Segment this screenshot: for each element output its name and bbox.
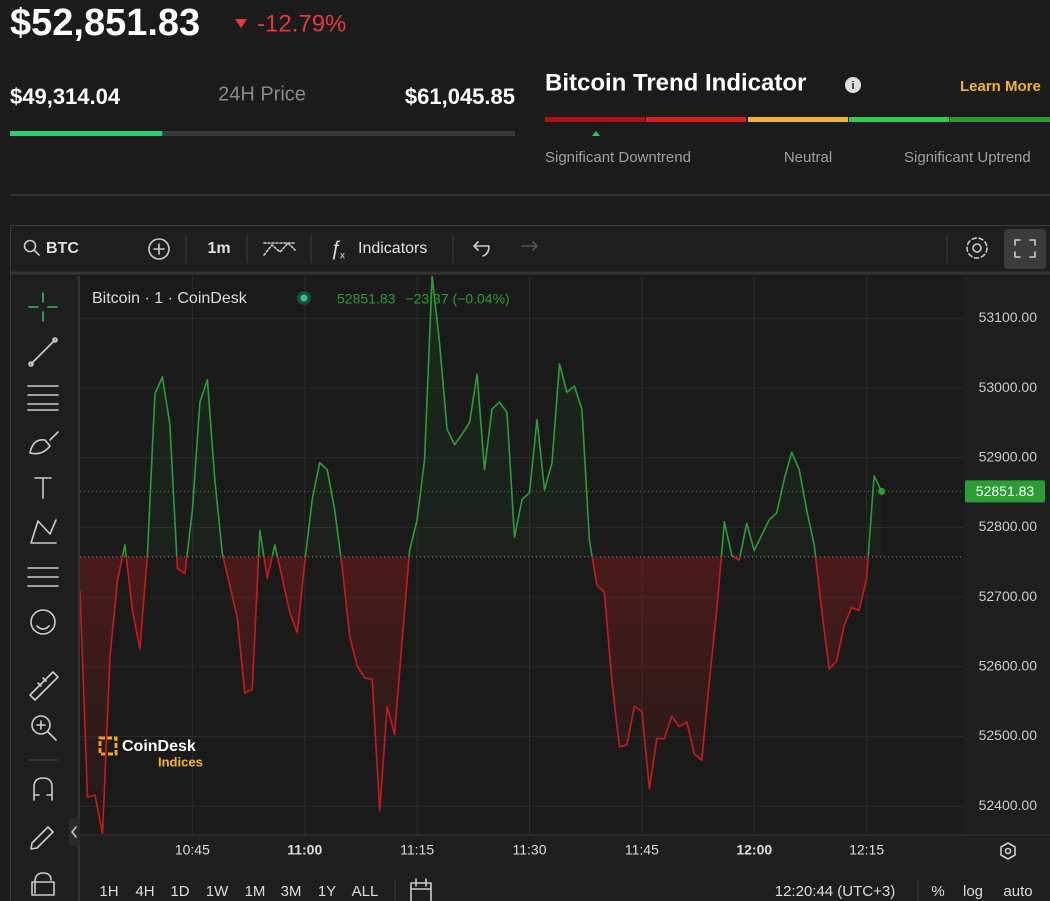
collapse-btn[interactable] [69, 818, 80, 846]
trend-segment [545, 117, 645, 122]
collapse-icon [71, 826, 77, 838]
legend-name: Bitcoin · 1 · CoinDesk [92, 290, 248, 307]
chart-style[interactable] [263, 242, 296, 256]
axis-option[interactable]: % [931, 883, 944, 900]
range-track [10, 131, 515, 136]
trend-segment [646, 117, 746, 122]
range-button[interactable]: 3M [281, 883, 302, 900]
undo[interactable] [473, 241, 490, 257]
legend-dot [300, 294, 308, 302]
y-tick-label: 52400.00 [979, 797, 1038, 813]
low-price: $49,314.04 [10, 84, 121, 109]
calendar[interactable] [410, 878, 432, 901]
search[interactable] [23, 239, 40, 256]
legend-change: −23.37 (−0.04%) [405, 291, 509, 307]
y-tick-label: 53000.00 [979, 379, 1038, 395]
y-tick-label: 52900.00 [979, 449, 1038, 465]
x-tick-label: 11:15 [400, 842, 434, 858]
fx-icon-x: x [340, 251, 345, 262]
trend-segment [950, 117, 1050, 122]
range-button[interactable]: 1H [99, 883, 118, 900]
plot [80, 276, 964, 834]
learn-more[interactable]: Learn More [960, 78, 1041, 95]
trend-segment [849, 117, 949, 122]
range-button[interactable]: 4H [135, 883, 154, 900]
range-button[interactable]: 1D [170, 883, 189, 900]
range-button[interactable]: 1M [245, 883, 266, 900]
add-symbol[interactable] [148, 238, 170, 260]
x-tick-label: 10:45 [175, 842, 210, 858]
y-tick-label: 52700.00 [979, 588, 1038, 604]
info-i: i [851, 80, 854, 92]
change: -12.79% [257, 10, 346, 37]
price-line-series [80, 276, 883, 834]
y-tick-label: 52500.00 [979, 727, 1038, 743]
price-tag-label: 52851.83 [976, 483, 1035, 499]
trend-pointer [592, 131, 600, 136]
logo-name: CoinDesk [122, 738, 196, 755]
range-title: 24H Price [218, 83, 306, 105]
fx-icon[interactable]: ƒ [330, 237, 341, 259]
axis-option[interactable]: auto [1003, 883, 1032, 900]
trend-title: Bitcoin Trend Indicator [545, 69, 806, 96]
settings[interactable] [966, 237, 988, 259]
interval[interactable]: 1m [207, 240, 230, 257]
last-point [878, 487, 886, 495]
x-tick-label: 11:45 [625, 842, 659, 858]
axis-settings[interactable] [1000, 842, 1016, 860]
fullscreen-btn[interactable] [1004, 229, 1046, 269]
trend-label: Neutral [784, 149, 832, 166]
axis-option[interactable]: log [963, 883, 983, 900]
symbol[interactable]: BTC [46, 240, 79, 257]
y-tick-label: 53100.00 [979, 309, 1038, 325]
area-fill [80, 276, 882, 834]
x-tick-label: 12:00 [736, 842, 772, 858]
indicators[interactable]: Indicators [358, 240, 427, 257]
range-button[interactable]: 1W [206, 883, 229, 900]
down-arrow [235, 19, 247, 28]
fullscreen-icon [1014, 239, 1036, 258]
x-tick-label: 11:00 [287, 842, 322, 858]
ranges: 1H 4H 1D 1W 1M 3M 1Y ALL [99, 883, 378, 900]
range-fill [10, 131, 163, 136]
range-button[interactable]: ALL [352, 883, 379, 900]
y-tick-label: 52600.00 [979, 658, 1038, 674]
drawing-tools[interactable] [27, 292, 59, 896]
info-icon[interactable] [845, 77, 861, 93]
clock: 12:20:44 (UTC+3) [775, 883, 895, 900]
trend-segment [748, 117, 848, 122]
redo[interactable] [521, 241, 538, 251]
legend-last: 52851.83 [337, 291, 396, 307]
y-tick-label: 52800.00 [979, 518, 1038, 534]
x-tick-label: 12:15 [849, 842, 884, 858]
trend-label: Significant Uptrend [904, 149, 1031, 166]
trend-label: Significant Downtrend [545, 149, 691, 166]
options: % log auto [931, 883, 1032, 900]
x-tick-label: 11:30 [512, 842, 546, 858]
price-tag [965, 480, 1045, 503]
high-price: $61,045.85 [405, 84, 515, 109]
price: $52,851.83 [10, 2, 200, 44]
logo-sub: Indices [158, 754, 203, 769]
range-button[interactable]: 1Y [318, 883, 336, 900]
